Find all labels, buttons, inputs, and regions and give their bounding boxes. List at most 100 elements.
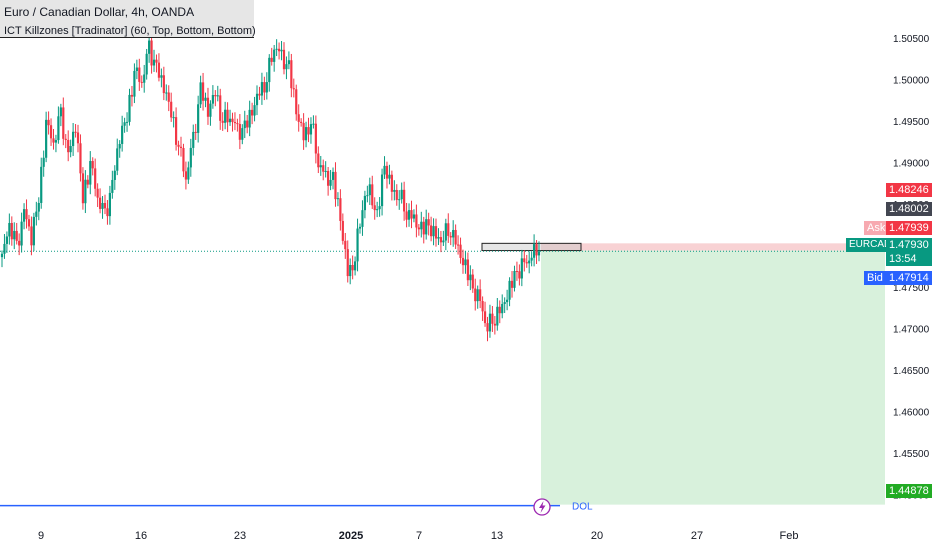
candle-body xyxy=(216,95,219,97)
candle-body xyxy=(54,140,58,143)
candle-body xyxy=(393,189,396,192)
candle-body xyxy=(86,179,89,185)
candle-body xyxy=(211,95,214,104)
candle-body xyxy=(106,208,109,217)
x-tick-label: 2025 xyxy=(339,530,363,542)
flash-icon-bolt xyxy=(539,501,546,513)
candle-body xyxy=(258,93,261,96)
candle-body xyxy=(442,240,445,243)
candle-body xyxy=(135,67,138,71)
dol-price-label: 1.44878 xyxy=(886,484,932,498)
candle-body xyxy=(466,259,469,281)
candle-body xyxy=(209,103,212,117)
countdown-label: 13:54 xyxy=(886,252,932,266)
candle-body xyxy=(233,121,237,124)
candle-body xyxy=(111,179,114,193)
candle-body xyxy=(238,123,241,140)
candle-body xyxy=(35,211,38,217)
candle-body xyxy=(174,117,178,145)
candle-body xyxy=(22,209,26,222)
candle-body xyxy=(275,48,278,50)
candle-body xyxy=(361,210,364,227)
candle-body xyxy=(523,258,526,263)
candle-body xyxy=(45,119,48,158)
candle-body xyxy=(344,240,347,250)
candle-body xyxy=(128,94,131,122)
candle-body xyxy=(430,225,433,237)
candle-body xyxy=(133,70,136,97)
candle-body xyxy=(496,306,499,326)
candle-body xyxy=(184,171,188,180)
candle-body xyxy=(282,49,286,70)
candle-body xyxy=(253,105,256,116)
high-price-label: 1.48246 xyxy=(886,183,932,197)
y-tick-label: 1.46000 xyxy=(893,408,930,419)
candle-body xyxy=(206,97,210,117)
candle-body xyxy=(322,165,325,172)
candle-body xyxy=(172,117,175,119)
candle-body xyxy=(461,257,465,266)
candle-body xyxy=(155,59,158,63)
candle-body xyxy=(123,122,126,126)
candle-body xyxy=(479,289,482,301)
dol-text: DOL xyxy=(572,502,593,513)
candle-body xyxy=(383,165,386,175)
candle-body xyxy=(96,188,99,198)
candle-body xyxy=(376,209,379,211)
candle-body xyxy=(537,251,541,256)
candle-body xyxy=(72,131,75,147)
candle-body xyxy=(420,221,423,230)
legend-panel: Euro / Canadian Dollar, 4h, OANDA ICT Ki… xyxy=(0,0,256,38)
candle-body xyxy=(371,184,374,206)
candle-body xyxy=(285,64,288,70)
candle-body xyxy=(373,205,376,211)
candle-body xyxy=(290,60,293,89)
candle-body xyxy=(405,211,408,220)
candle-body xyxy=(15,230,18,241)
candle-body xyxy=(368,184,371,196)
candle-body xyxy=(400,189,403,200)
upper-price-label: 1.48002 xyxy=(886,202,932,216)
candle-body xyxy=(334,171,337,200)
candle-body xyxy=(47,119,50,126)
ask-price-label: 1.47939 xyxy=(886,221,932,235)
candle-body xyxy=(508,280,511,300)
candle-body xyxy=(81,173,85,204)
candle-body xyxy=(67,139,70,153)
candle-body xyxy=(251,109,254,116)
candle-body xyxy=(214,95,217,97)
candle-body xyxy=(103,202,107,209)
symbol-title[interactable]: Euro / Canadian Dollar, 4h, OANDA xyxy=(4,5,195,19)
candle-body xyxy=(157,62,161,78)
bid-price-label: 1.47914 xyxy=(886,271,932,285)
candle-body xyxy=(481,300,484,312)
candle-body xyxy=(339,198,342,221)
candle-body xyxy=(356,228,359,262)
candle-body xyxy=(113,170,116,180)
candle-body xyxy=(5,236,9,244)
candle-body xyxy=(265,82,268,93)
candle-body xyxy=(515,271,519,273)
candle-body xyxy=(3,243,6,254)
y-tick-label: 1.50500 xyxy=(893,34,930,45)
candle-body xyxy=(160,75,163,78)
candle-body xyxy=(243,120,246,129)
candle-body xyxy=(255,93,259,106)
x-tick-label: 9 xyxy=(38,530,44,542)
candle-body xyxy=(324,170,327,172)
candle-body xyxy=(273,49,276,62)
candle-body xyxy=(297,114,300,122)
candle-body xyxy=(179,146,183,149)
candle-body xyxy=(488,313,492,332)
y-tick-label: 1.50000 xyxy=(893,76,930,87)
candle-body xyxy=(292,88,295,90)
candle-body xyxy=(57,116,60,141)
candle-body xyxy=(483,311,487,324)
candle-body xyxy=(199,82,202,105)
candle-body xyxy=(449,235,452,238)
candle-body xyxy=(476,289,479,302)
candle-body xyxy=(246,120,249,128)
candle-body xyxy=(62,107,65,139)
indicator-title[interactable]: ICT Killzones [Tradinator] (60, Top, Bot… xyxy=(4,25,256,37)
